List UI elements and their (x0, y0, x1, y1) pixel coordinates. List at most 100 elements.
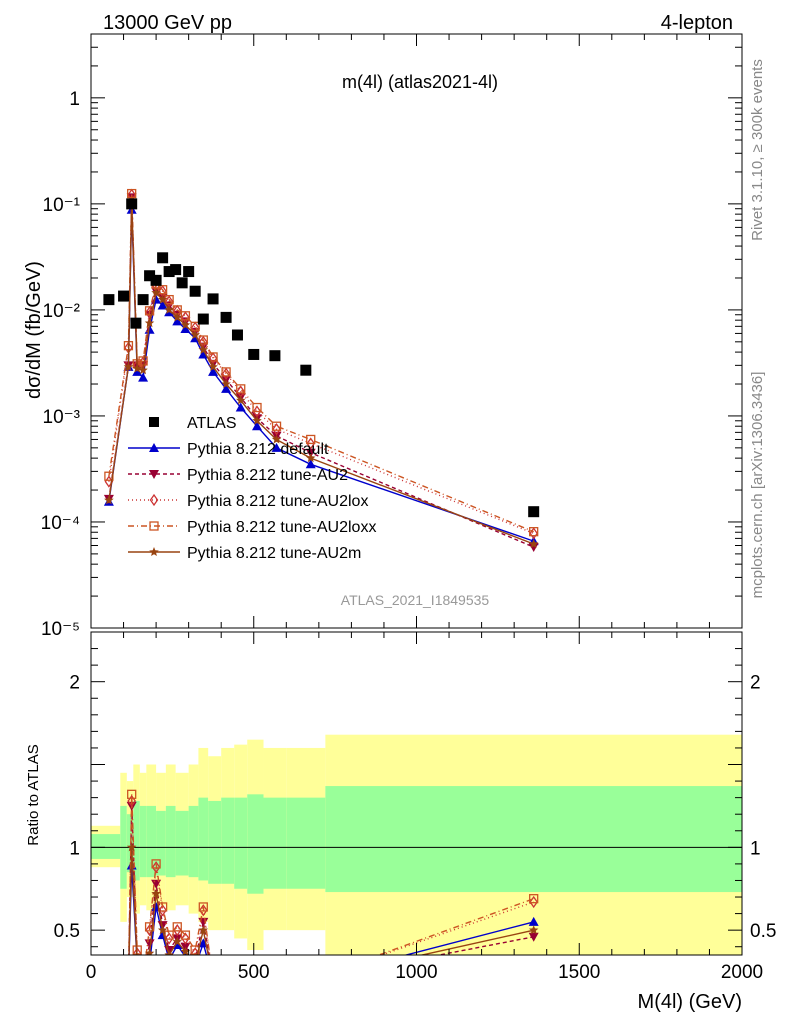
series-0-point-9 (172, 316, 183, 326)
series-3-point-4 (138, 356, 148, 366)
series-4-point-19 (528, 539, 539, 548)
atlas-data-point-12 (189, 285, 201, 297)
band-inner-7 (165, 805, 176, 878)
atlas-data-point-5 (144, 270, 156, 282)
series-4-point-13 (208, 361, 218, 371)
atlas-data-point-7 (157, 252, 169, 264)
ratio-4-point-2 (126, 842, 137, 852)
series-0-point-14 (221, 383, 232, 393)
ratio-tick-label-right-0: 0.5 (750, 921, 776, 942)
legend: ATLAS Pythia 8.212 default Pythia 8.212 tu… (128, 415, 376, 562)
series-3-point-19 (529, 527, 539, 537)
atlas-data-point-8 (163, 266, 175, 278)
legend-label-5: Pythia 8.212 tune-AU2m (187, 545, 361, 562)
axes-layer: 0 500 1000 1500 2000 10⁻⁵ 10⁻⁴ 10⁻³ 10⁻² 10⁻¹ 1 0.5… (41, 33, 776, 983)
band-inner-12 (221, 797, 235, 884)
y-tick-label-3: 10⁻² (43, 301, 81, 322)
ratio-1-point-6 (151, 879, 162, 889)
series-0-point-17 (271, 442, 282, 452)
series-4-point-18 (306, 453, 316, 463)
series-line-2 (108, 194, 534, 535)
ratio-line-0 (128, 865, 534, 955)
atlas-data-point-4 (137, 294, 149, 306)
ratio-4-point-6 (151, 888, 161, 898)
ratio-tick-label-right-2: 2 (750, 673, 761, 694)
atlas-data-point-9 (170, 264, 182, 276)
ratio-4-point-12 (198, 925, 209, 935)
atlas-data-point-15 (220, 311, 232, 323)
x-tick-label-0: 0 (86, 962, 97, 983)
legend-label-2: Pythia 8.212 tune-AU2 (187, 467, 348, 484)
series-4-point-15 (236, 395, 246, 405)
series-4-point-10 (180, 320, 191, 330)
series-3-point-5 (144, 306, 155, 316)
legend-marker-5 (149, 547, 159, 556)
x-tick-label-4: 2000 (721, 962, 763, 983)
atlas-data-point-3 (130, 317, 142, 329)
atlas-data-point-16 (231, 329, 243, 341)
x-tick-label-2: 1000 (395, 962, 437, 983)
band-inner-13 (234, 797, 248, 889)
analysis-watermark: ATLAS_2021_I1849535 (341, 592, 490, 608)
x-tick-label-3: 1500 (558, 962, 600, 983)
ratio-3-point-10 (180, 930, 191, 940)
y-tick-label-5: 1 (69, 89, 80, 110)
ratio-2-point-8 (164, 932, 174, 945)
legend-marker-3 (149, 493, 159, 507)
ratio-4-point-8 (164, 950, 174, 955)
ratio-2-point-7 (158, 904, 167, 917)
ratio-3-point-19 (529, 894, 539, 904)
ratio-0-point-11 (190, 962, 200, 971)
ratio-axis-label: Ratio to ATLAS (25, 744, 42, 845)
series-1-point-19 (528, 543, 539, 553)
series-4-point-3 (132, 363, 142, 373)
series-4-point-11 (190, 330, 200, 339)
series-3-point-7 (157, 285, 168, 295)
series-4-point-16 (252, 415, 262, 425)
series-4-point-6 (151, 287, 161, 297)
series-2-point-14 (221, 367, 231, 380)
legend-marker-2 (149, 470, 159, 479)
y-tick-label-4: 10⁻¹ (43, 195, 81, 216)
atlas-data-point-20 (528, 506, 540, 518)
series-3-point-12 (198, 335, 208, 345)
ratio-0-point-3 (132, 958, 142, 967)
legend-label-4: Pythia 8.212 tune-AU2loxx (187, 519, 376, 536)
series-4-point-14 (221, 379, 231, 389)
ratio-3-point-12 (198, 902, 208, 912)
band-inner-9 (188, 805, 199, 878)
plot-title: m(4l) (atlas2021-4l) (342, 72, 498, 92)
ratio-tick-label-right-1: 1 (750, 838, 761, 859)
atlas-data-point-14 (207, 293, 219, 305)
series-0-point-16 (252, 421, 263, 431)
legend-label-0: ATLAS (187, 415, 237, 432)
ratio-4-point-7 (157, 925, 168, 935)
band-inner-5 (146, 805, 157, 878)
upper-series-layer (103, 188, 540, 553)
series-4-point-1 (123, 361, 134, 371)
ratio-2-point-6 (151, 861, 161, 874)
atlas-data-point-19 (300, 364, 312, 376)
series-4-point-0 (104, 495, 114, 505)
ratio-4-point-11 (190, 958, 200, 967)
band-inner-4 (139, 805, 147, 878)
atlas-data-point-10 (176, 277, 188, 289)
atlas-data-point-13 (197, 313, 209, 325)
legend-label-3: Pythia 8.212 tune-AU2lox (187, 493, 368, 510)
ratio-4-point-9 (172, 936, 182, 946)
x-axis-label: M(4l) (GeV) (638, 991, 742, 1013)
ratio-2-point-3 (132, 947, 142, 955)
series-3-point-15 (236, 384, 246, 394)
atlas-data-point-11 (183, 266, 195, 278)
band-inner-10 (198, 797, 209, 881)
x-tick-label-1: 500 (238, 962, 270, 983)
series-4-point-7 (157, 294, 168, 304)
ratio-2-point-12 (199, 904, 208, 917)
series-0-point-4 (138, 372, 149, 382)
series-0-point-10 (180, 324, 191, 334)
series-3-point-16 (252, 402, 262, 413)
series-0-point-12 (198, 349, 209, 359)
ratio-tick-label-left-2: 2 (69, 673, 80, 694)
series-3-point-13 (208, 352, 218, 362)
band-inner-15 (263, 797, 287, 889)
